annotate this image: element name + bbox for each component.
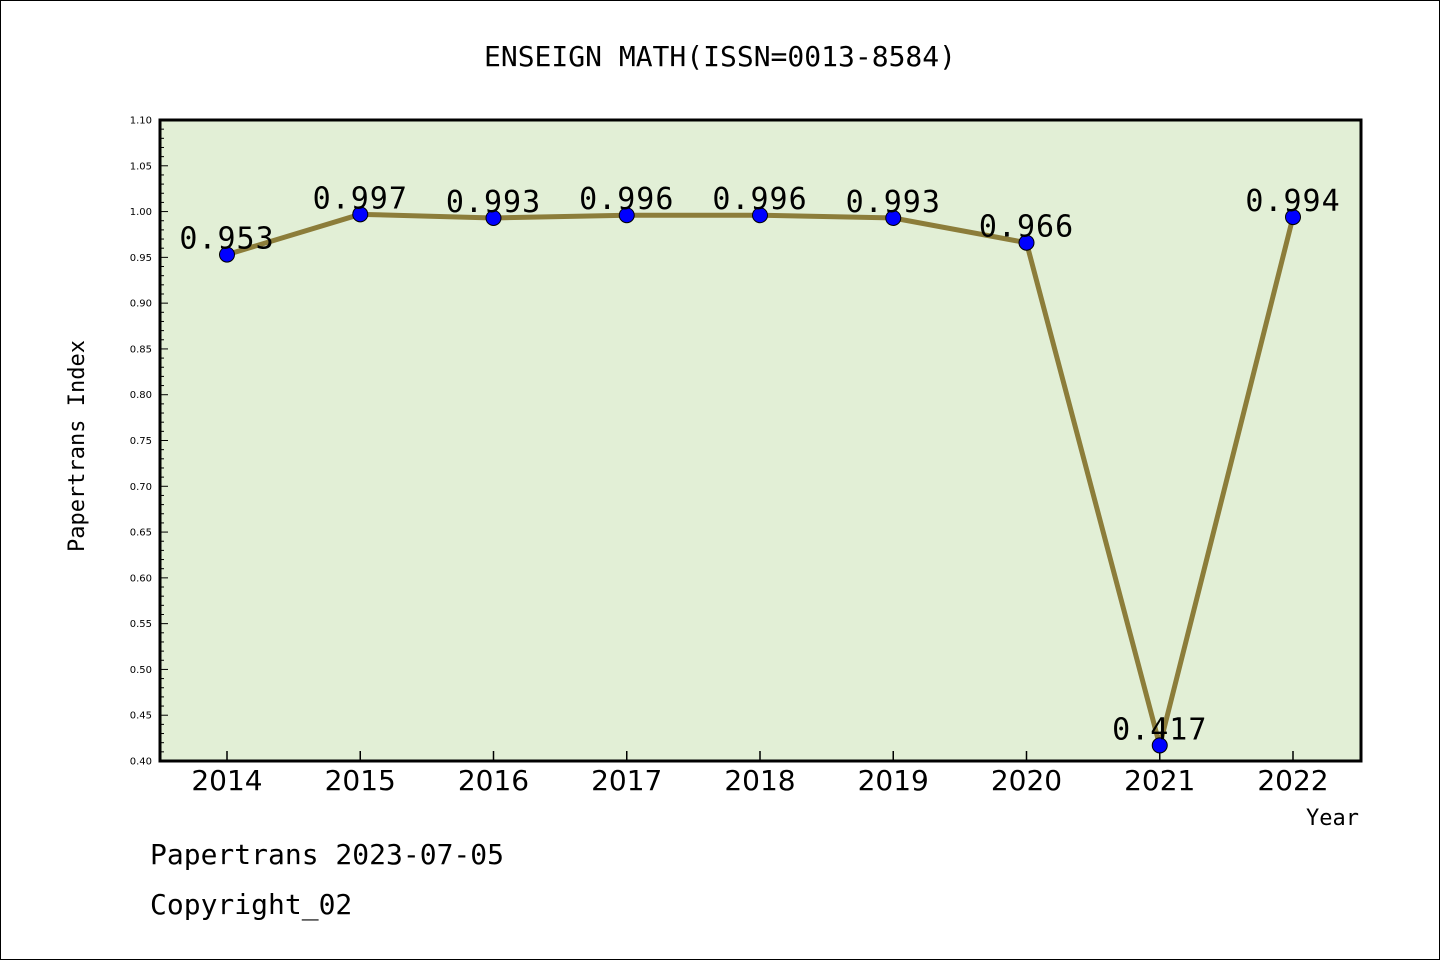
data-point: [618, 207, 635, 224]
data-point: [1151, 737, 1168, 754]
y-tick-label: 1.00: [130, 207, 152, 218]
x-tick-label: 2015: [325, 764, 396, 797]
data-point: [219, 246, 235, 263]
data-point: [1018, 234, 1035, 251]
y-tick-label: 0.80: [130, 390, 152, 401]
y-tick-label: 0.90: [130, 299, 152, 310]
data-label: 0.996: [579, 182, 674, 217]
data-label: 0.997: [313, 181, 408, 216]
data-point: [485, 209, 502, 226]
y-tick-label: 0.40: [130, 757, 152, 768]
data-label: 0.994: [1245, 184, 1340, 219]
x-tick-label: 2021: [1124, 764, 1195, 797]
y-axis: 0.40 0.45 0.50 0.55 0.60 0.65 0.70 0.75 0.80 0.85…: [130, 116, 168, 768]
footer-date: Papertrans 2023-07-05: [150, 838, 504, 871]
y-tick-label: 0.60: [130, 573, 152, 584]
data-point: [752, 207, 768, 224]
footer-copyright: Copyright_02: [150, 888, 352, 922]
data-label: 0.966: [979, 210, 1074, 245]
x-axis-label: Year: [1306, 806, 1359, 831]
x-tick-label: 2014: [191, 764, 262, 797]
x-axis: 2014 2015 2016 2017 2018 2019 2020 2021 2022: [191, 751, 1329, 797]
data-point: [885, 209, 902, 226]
y-tick-label: 0.50: [130, 665, 152, 676]
x-tick-label: 2020: [991, 764, 1062, 797]
data-label: 0.996: [712, 182, 807, 217]
y-tick-label: 1.05: [130, 161, 152, 172]
data-label: 0.993: [846, 185, 941, 220]
y-tick-label: 0.45: [130, 711, 152, 722]
data-point: [352, 206, 369, 223]
y-tick-label: 1.10: [130, 116, 152, 127]
data-label: 0.417: [1112, 712, 1207, 747]
y-tick-label: 0.75: [130, 436, 152, 447]
y-tick-label: 0.70: [130, 482, 152, 493]
y-tick-label: 0.85: [130, 344, 152, 355]
y-tick-label: 0.65: [130, 528, 152, 539]
y-axis-label: Papertrans Index: [65, 340, 90, 552]
y-tick-label: 0.95: [130, 253, 152, 264]
data-point: [1285, 209, 1301, 226]
chart-title: ENSEIGN MATH(ISSN=0013-8584): [484, 40, 956, 73]
x-tick-label: 2017: [591, 764, 662, 797]
series: 0.953 0.997 0.993 0.996 0.996 0.993 0.966 0.417…: [179, 181, 1340, 754]
x-tick-label: 2018: [724, 764, 795, 797]
x-tick-label: 2016: [458, 764, 529, 797]
x-tick-label: 2019: [858, 764, 929, 797]
data-label: 0.993: [446, 185, 541, 220]
x-tick-label: 2022: [1257, 764, 1328, 797]
y-tick-label: 0.55: [130, 619, 152, 630]
plot-area: [158, 118, 1363, 763]
data-label: 0.953: [179, 222, 274, 257]
